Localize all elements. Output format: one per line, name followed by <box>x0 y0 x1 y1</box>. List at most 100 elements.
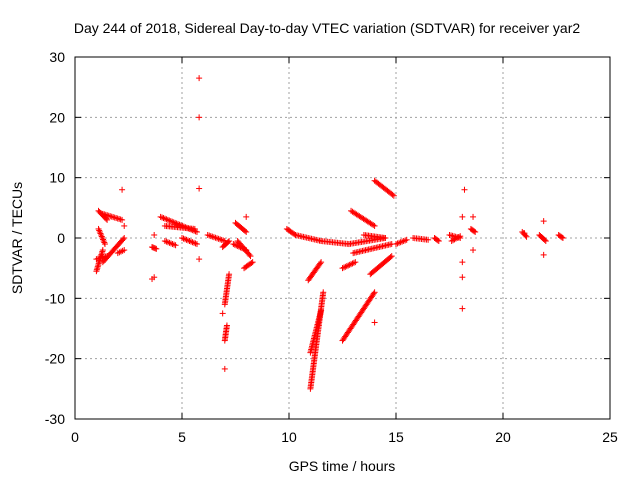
data-point <box>370 290 377 297</box>
data-point <box>196 185 203 192</box>
data-point <box>101 241 108 248</box>
data-point <box>149 276 156 283</box>
grid-lines <box>75 57 610 419</box>
y-tick-label: 20 <box>49 109 65 125</box>
data-point <box>317 260 324 267</box>
data-point <box>166 217 173 224</box>
data-point <box>161 215 168 222</box>
data-point <box>461 186 468 193</box>
data-point <box>318 259 325 266</box>
data-point <box>226 271 233 278</box>
x-tick-label: 25 <box>602 429 618 445</box>
data-point <box>390 192 397 199</box>
data-point <box>339 265 346 272</box>
data-point <box>340 264 347 271</box>
data-point <box>470 247 477 254</box>
data-point <box>179 235 185 241</box>
data-point <box>348 261 355 268</box>
data-point <box>248 259 255 266</box>
data-point <box>403 236 410 243</box>
data-point <box>318 307 325 314</box>
data-point <box>247 253 254 260</box>
y-axis-label: SDTVAR / TECUs <box>9 182 25 294</box>
data-point <box>121 235 128 241</box>
data-point <box>121 247 128 254</box>
data-point <box>225 239 232 246</box>
data-point <box>371 319 378 326</box>
data-point <box>435 238 442 245</box>
data-point <box>230 241 237 248</box>
data-point <box>193 241 200 248</box>
x-tick-label: 20 <box>495 429 511 445</box>
data-point <box>243 228 250 235</box>
data-point <box>180 235 187 242</box>
data-point <box>164 216 171 223</box>
data-point <box>187 238 194 245</box>
data-point <box>231 241 238 248</box>
x-tick-label: 0 <box>71 429 79 445</box>
y-tick-label: -10 <box>45 290 65 306</box>
data-point <box>346 261 353 268</box>
data-point <box>221 365 228 372</box>
data-point <box>352 259 359 266</box>
data-point <box>558 234 565 241</box>
data-point <box>153 245 160 252</box>
data-point <box>540 251 547 258</box>
data-point <box>173 220 180 227</box>
data-point <box>190 239 197 246</box>
data-point <box>559 235 566 241</box>
data-point <box>459 213 466 220</box>
data-point <box>196 114 203 121</box>
data-point <box>223 322 230 329</box>
data-point <box>196 75 203 82</box>
data-point <box>157 213 164 220</box>
data-point <box>320 289 327 296</box>
data-point <box>120 236 127 243</box>
y-tick-label: 30 <box>49 49 65 65</box>
data-point <box>191 225 198 232</box>
data-point <box>388 253 395 260</box>
data-point <box>226 238 233 245</box>
data-point <box>382 235 389 241</box>
data-point <box>455 233 462 240</box>
data-point <box>242 227 249 234</box>
data-point <box>159 214 166 221</box>
data-point <box>472 228 479 235</box>
axis-ticks: 0 5 10 15 20 25 -30 -20 -10 0 10 20 30 <box>45 49 618 445</box>
data-point <box>193 228 200 235</box>
data-point <box>170 219 177 226</box>
data-point <box>151 231 158 238</box>
y-tick-label: -30 <box>45 411 65 427</box>
data-point <box>233 242 240 249</box>
data-point <box>542 238 549 245</box>
data-point <box>243 213 250 220</box>
data-point <box>521 230 528 237</box>
y-tick-label: 10 <box>49 170 65 186</box>
data-point <box>459 274 466 281</box>
data-point <box>249 259 256 266</box>
data-point <box>246 251 253 258</box>
plot-frame <box>74 56 611 420</box>
data-point <box>471 228 478 235</box>
data-point <box>343 263 350 270</box>
data-point <box>121 222 128 229</box>
data-point <box>172 242 179 249</box>
data-point <box>196 256 203 263</box>
data-point <box>189 239 196 246</box>
data-point <box>470 213 477 220</box>
y-tick-label: -20 <box>45 351 65 367</box>
data-point <box>342 263 349 270</box>
data-point <box>184 237 191 244</box>
data-point <box>172 219 179 226</box>
data-point <box>434 237 441 244</box>
y-tick-label: 0 <box>57 230 65 246</box>
data-point <box>459 305 466 312</box>
data-point <box>523 233 530 240</box>
x-tick-label: 5 <box>178 429 186 445</box>
data-point <box>186 238 193 245</box>
data-point <box>192 240 199 247</box>
data-point <box>160 215 167 222</box>
data-point <box>350 259 357 266</box>
data-points <box>93 75 566 392</box>
